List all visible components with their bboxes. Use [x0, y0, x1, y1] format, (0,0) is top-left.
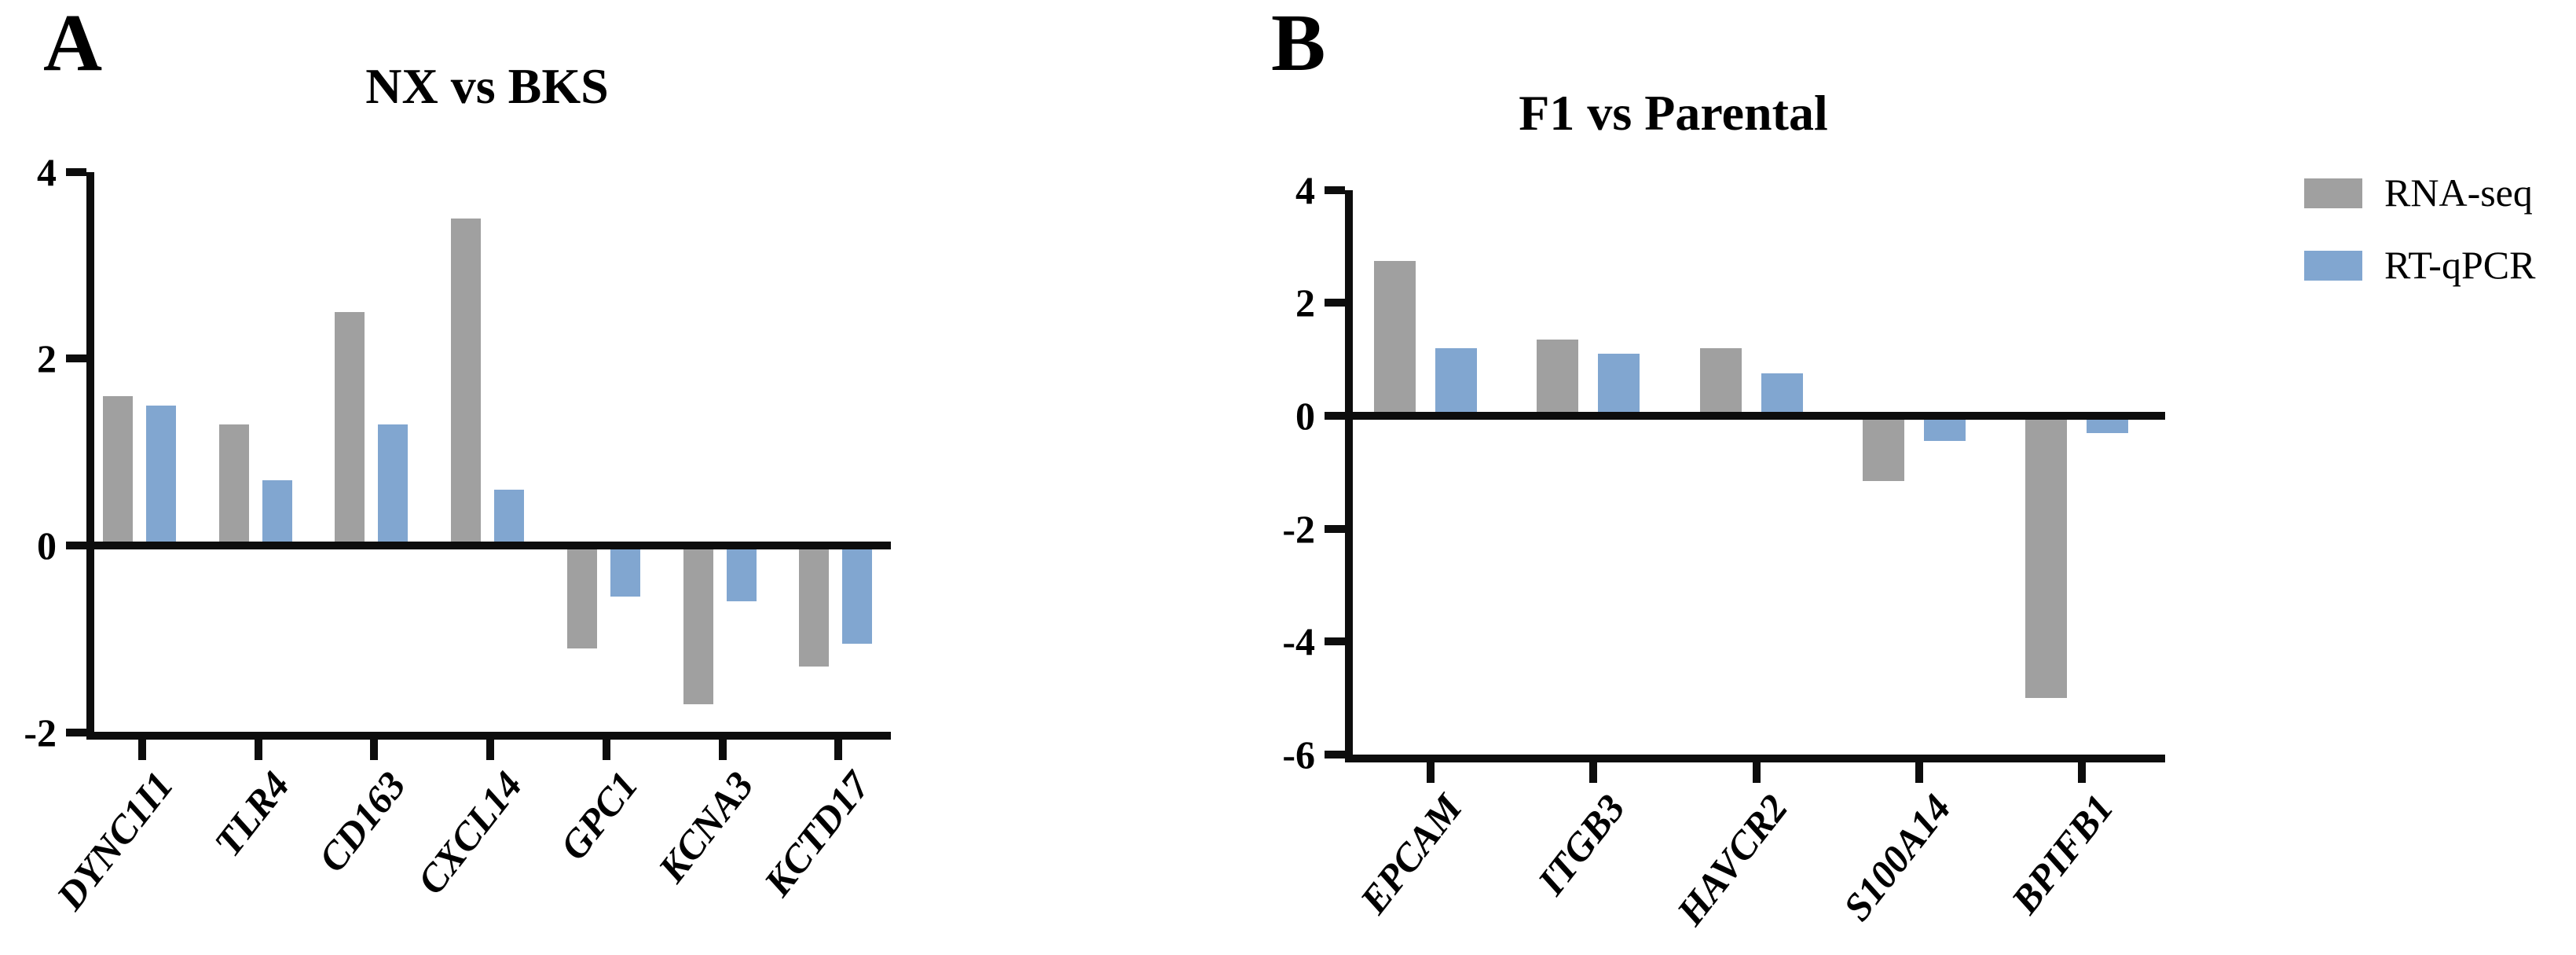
y-tick-label: 4 [1295, 167, 1315, 212]
bar-rna-seq-S100A14 [1862, 413, 1904, 481]
legend-label-rt-qpcr: RT-qPCR [2384, 243, 2536, 287]
x-tick [718, 740, 727, 760]
x-axis-label-DYNC1I1: DYNC1I1 [48, 763, 182, 918]
x-tick [1752, 762, 1761, 783]
x-axis [1345, 755, 2165, 762]
bar-rt-qpcr-DYNC1I1 [146, 405, 176, 549]
y-tick [1325, 299, 1345, 307]
x-tick [254, 740, 262, 760]
y-tick [1325, 185, 1345, 194]
x-axis-label-CD163: CD163 [310, 763, 415, 880]
panel-label-a: A [43, 0, 103, 88]
y-tick [1325, 524, 1345, 533]
x-axis [86, 732, 891, 740]
y-tick-label: 2 [37, 336, 57, 381]
y-tick-label: 0 [1295, 394, 1315, 438]
x-tick [138, 740, 146, 760]
y-tick-label: -2 [24, 710, 57, 755]
panel-label-b: B [1271, 0, 1326, 88]
legend-item-rt-qpcr: RT-qPCR [2304, 244, 2535, 287]
x-tick [602, 740, 610, 760]
x-tick [2078, 762, 2086, 783]
bar-rna-seq-KCTD17 [799, 542, 830, 667]
bar-rt-qpcr-KCTD17 [842, 542, 873, 644]
x-axis-label-TLR4: TLR4 [205, 763, 299, 865]
bar-rt-qpcr-ITGB3 [1598, 354, 1640, 419]
x-tick [1427, 762, 1435, 783]
chart-title-b: F1 vs Parental [1519, 85, 1828, 141]
bar-rt-qpcr-EPCAM [1435, 347, 1477, 419]
bar-rt-qpcr-CD163 [378, 424, 409, 549]
x-tick [486, 740, 495, 760]
chart-title-a: NX vs BKS [365, 58, 609, 114]
x-axis-label-BPIFB1: BPIFB1 [2002, 786, 2122, 922]
zero-line [86, 542, 891, 549]
y-tick-label: -2 [1282, 506, 1315, 551]
y-tick [1325, 637, 1345, 646]
zero-line [1345, 412, 2165, 420]
y-tick [66, 728, 86, 736]
y-tick-label: 4 [37, 149, 57, 194]
bar-rt-qpcr-CXCL14 [494, 489, 525, 549]
bar-rt-qpcr-TLR4 [262, 479, 292, 549]
x-axis-label-S100A14: S100A14 [1834, 786, 1959, 929]
x-tick [1589, 762, 1598, 783]
x-axis-label-GPC1: GPC1 [551, 763, 647, 869]
x-tick [370, 740, 379, 760]
y-tick [1325, 750, 1345, 758]
y-axis [1345, 190, 1353, 762]
y-axis [86, 172, 94, 740]
x-axis-label-KCTD17: KCTD17 [754, 763, 878, 905]
bar-rna-seq-DYNC1I1 [103, 395, 133, 549]
bar-rt-qpcr-GPC1 [610, 542, 640, 597]
bar-rna-seq-CXCL14 [451, 219, 482, 549]
y-tick [66, 542, 86, 549]
bar-rna-seq-CD163 [335, 312, 365, 549]
x-axis-label-KCNA3: KCNA3 [649, 763, 763, 891]
bar-rna-seq-BPIFB1 [2025, 413, 2067, 698]
y-tick-label: 2 [1295, 281, 1315, 325]
legend-swatch-rna-seq [2304, 178, 2362, 208]
y-tick-label: -4 [1282, 619, 1315, 664]
bar-rna-seq-GPC1 [566, 542, 597, 648]
x-axis-label-HAVCR2: HAVCR2 [1667, 786, 1797, 934]
legend: RNA-seq RT-qPCR [2304, 171, 2576, 297]
y-tick-label: -6 [1282, 732, 1315, 777]
bar-rna-seq-ITGB3 [1537, 340, 1579, 419]
legend-item-rna-seq: RNA-seq [2304, 171, 2533, 215]
y-tick [66, 167, 86, 176]
legend-swatch-rt-qpcr [2304, 250, 2362, 281]
y-tick [1325, 412, 1345, 420]
bar-rt-qpcr-KCNA3 [726, 542, 757, 602]
bar-rna-seq-HAVCR2 [1699, 347, 1742, 419]
x-tick [1915, 762, 1923, 783]
y-tick-label: 0 [37, 523, 57, 567]
x-axis-label-CXCL14: CXCL14 [408, 763, 530, 902]
bar-rna-seq-KCNA3 [683, 542, 713, 704]
bar-rt-qpcr-HAVCR2 [1761, 373, 1803, 419]
x-tick [834, 740, 843, 760]
x-axis-label-ITGB3: ITGB3 [1528, 786, 1634, 903]
legend-label-rna-seq: RNA-seq [2384, 171, 2533, 215]
y-tick [66, 354, 86, 363]
x-axis-label-EPCAM: EPCAM [1350, 786, 1471, 922]
bar-rna-seq-EPCAM [1374, 260, 1416, 419]
bar-rna-seq-TLR4 [218, 424, 249, 549]
